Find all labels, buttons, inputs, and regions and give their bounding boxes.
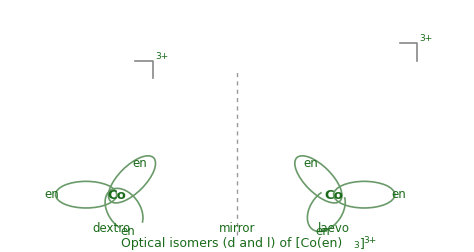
Text: en: en — [133, 157, 147, 170]
Text: en: en — [303, 157, 318, 170]
Text: dextro: dextro — [93, 221, 131, 234]
Text: en: en — [392, 187, 406, 200]
Text: Co: Co — [107, 188, 126, 201]
Text: 3+: 3+ — [419, 34, 433, 43]
Text: laevo: laevo — [318, 221, 350, 234]
Text: Optical isomers (d and l) of [Co(en): Optical isomers (d and l) of [Co(en) — [121, 236, 343, 249]
Text: en: en — [315, 224, 330, 237]
Text: en: en — [120, 224, 135, 237]
Text: 3: 3 — [353, 240, 359, 249]
Text: 3+: 3+ — [155, 51, 168, 60]
Text: 3+: 3+ — [364, 235, 377, 244]
Text: ]: ] — [360, 236, 365, 249]
Text: mirror: mirror — [219, 221, 255, 234]
Text: Co: Co — [324, 188, 343, 201]
Text: en: en — [44, 187, 59, 200]
